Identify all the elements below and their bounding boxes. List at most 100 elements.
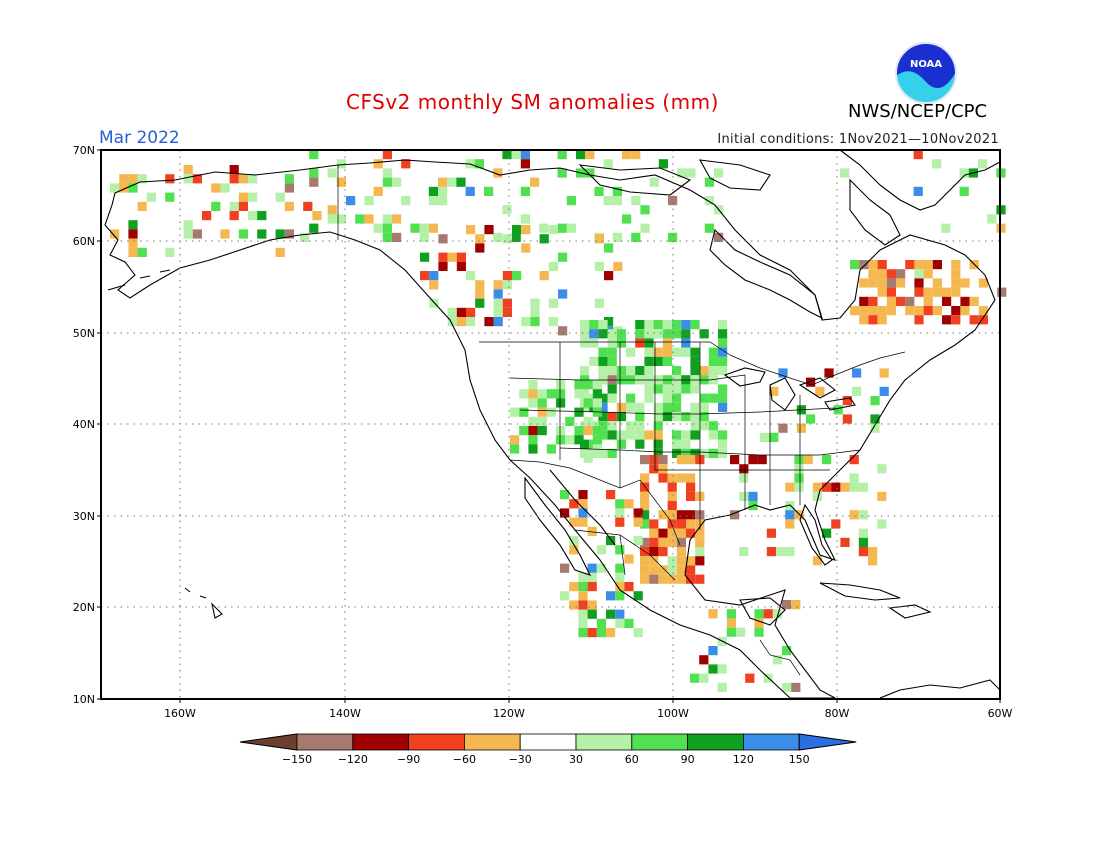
anomaly-cell (616, 366, 626, 376)
anomaly-cell (539, 271, 549, 281)
anomaly-cell (686, 510, 696, 520)
anomaly-cell (528, 380, 538, 390)
anomaly-cell (690, 375, 700, 385)
anomaly-cell (484, 225, 494, 235)
anomaly-cell (640, 205, 650, 215)
anomaly-cell (574, 407, 584, 417)
anomaly-cell (695, 491, 705, 501)
anomaly-cell (704, 223, 714, 233)
anomaly-cell (662, 347, 672, 357)
anomaly-cell (502, 150, 512, 160)
anomaly-cell (868, 306, 878, 316)
anomaly-cell (484, 317, 494, 327)
anomaly-cell (613, 261, 623, 271)
anomaly-cell (604, 271, 614, 281)
anomaly-cell (257, 211, 267, 221)
anomaly-cell (428, 196, 438, 206)
anomaly-cell (960, 296, 970, 306)
anomaly-cell (886, 296, 896, 306)
anomaly-cell (794, 464, 804, 474)
anomaly-cell (606, 536, 616, 546)
anomaly-cell (658, 455, 668, 465)
anomaly-cell (699, 329, 709, 339)
anomaly-cell (850, 306, 860, 316)
anomaly-cell (766, 547, 776, 557)
anomaly-cell (859, 306, 869, 316)
anomaly-cell (951, 269, 961, 279)
anomaly-cell (119, 174, 129, 184)
anomaly-cell (769, 432, 779, 442)
anomaly-cell (699, 402, 709, 412)
anomaly-cell (662, 412, 672, 422)
anomaly-cell (624, 499, 634, 509)
anomaly-cell (644, 393, 654, 403)
anomaly-cell (616, 439, 626, 449)
anomaly-cell (806, 377, 816, 387)
anomaly-cell (672, 430, 682, 440)
anomaly-cell (615, 572, 625, 582)
anomaly-cell (704, 177, 714, 187)
anomaly-cell (681, 329, 691, 339)
anomaly-cell (649, 537, 659, 547)
anomaly-cell (676, 510, 686, 520)
anomaly-cell (923, 287, 933, 297)
anomaly-cell (615, 545, 625, 555)
colorbar-swatch (519, 733, 577, 751)
anomaly-cell (466, 225, 476, 235)
anomaly-cell (782, 600, 792, 610)
anomaly-cell (708, 421, 718, 431)
anomaly-cell (300, 232, 310, 242)
anomaly-cell (791, 600, 801, 610)
anomaly-cell (612, 196, 622, 206)
anomaly-cell (598, 430, 608, 440)
anomaly-cell (493, 232, 503, 242)
anomaly-cell (923, 260, 933, 270)
anomaly-cell (537, 398, 547, 408)
anomaly-cell (849, 473, 859, 483)
anomaly-cell (626, 421, 636, 431)
anomaly-cell (794, 455, 804, 465)
anomaly-cell (676, 556, 686, 566)
anomaly-cell (708, 356, 718, 366)
anomaly-cell (612, 232, 622, 242)
anomaly-cell (598, 375, 608, 385)
anomaly-cell (616, 412, 626, 422)
anomaly-cell (914, 315, 924, 325)
anomaly-cell (238, 201, 248, 211)
anomaly-cell (649, 547, 659, 557)
anomaly-cell (447, 307, 457, 317)
anomaly-cell (662, 402, 672, 412)
anomaly-cells (110, 150, 1007, 692)
anomaly-cell (238, 192, 248, 202)
anomaly-cell (708, 393, 718, 403)
anomaly-cell (447, 177, 457, 187)
anomaly-cell (502, 205, 512, 215)
anomaly-cell (635, 412, 645, 422)
anomaly-cell (598, 448, 608, 458)
anomaly-cell (583, 426, 593, 436)
anomaly-cell (493, 289, 503, 299)
coastlines (104, 149, 1001, 699)
anomaly-cell (951, 315, 961, 325)
anomaly-cell (364, 196, 374, 206)
anomaly-cell (923, 296, 933, 306)
anomaly-cell (757, 455, 767, 465)
anomaly-cell (640, 537, 650, 547)
anomaly-cell (672, 412, 682, 422)
anomaly-cell (653, 356, 663, 366)
anomaly-cell (913, 186, 923, 196)
anomaly-cell (796, 423, 806, 433)
anomaly-cell (640, 501, 650, 511)
anomaly-cell (229, 201, 239, 211)
anomaly-cell (690, 448, 700, 458)
anomaly-cell (493, 168, 503, 178)
anomaly-cell (382, 177, 392, 187)
anomaly-cell (594, 186, 604, 196)
anomaly-cell (624, 582, 634, 592)
anomaly-cell (870, 423, 880, 433)
anomaly-cell (438, 252, 448, 262)
lat-label: 30N (73, 510, 95, 523)
anomaly-cell (748, 501, 758, 511)
anomaly-cell (556, 398, 566, 408)
anomaly-cell (596, 545, 606, 555)
